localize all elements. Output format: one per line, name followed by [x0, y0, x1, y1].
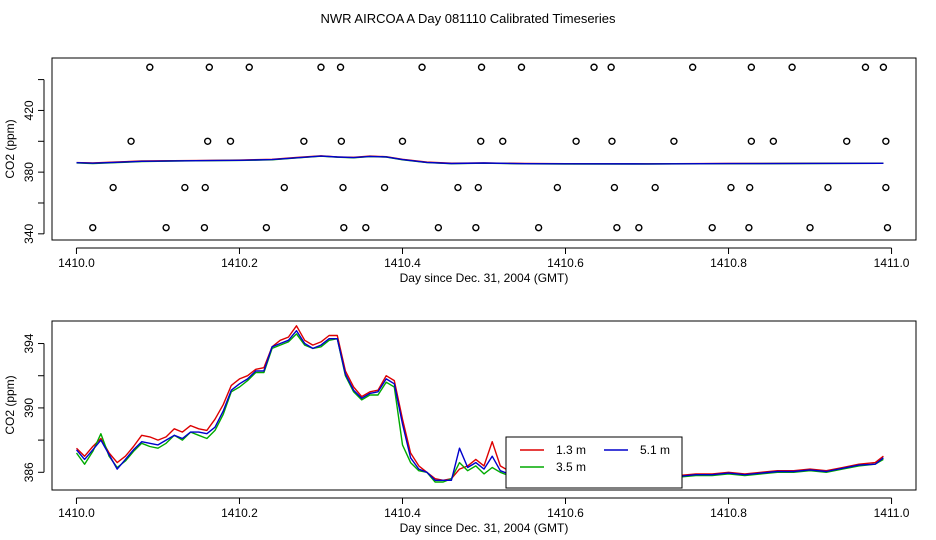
data-point: [280, 183, 289, 192]
x-axis-label: Day since Dec. 31, 2004 (GMT): [400, 271, 569, 285]
panel-top: 1410.0 1410.2 1410.4 1410.6 1410.8 1411.0 Day …: [3, 57, 917, 285]
data-point: [226, 137, 235, 145]
data-point: [89, 223, 97, 232]
data-point: [882, 137, 890, 145]
data-point: [745, 223, 753, 232]
series-line-h1: [76, 325, 884, 481]
data-point: [806, 223, 814, 232]
data-point: [824, 183, 832, 192]
data-point: [635, 223, 643, 232]
y-axis-label: CO2 (ppm): [3, 119, 17, 178]
legend-label: 1.3 m: [556, 443, 586, 457]
data-point: [262, 223, 271, 232]
data-point: [434, 223, 443, 232]
data-point: [127, 137, 135, 145]
data-point: [337, 137, 346, 145]
y-tick-label: 390: [22, 398, 36, 418]
data-point: [477, 63, 486, 71]
data-point: [362, 223, 370, 232]
x-tick-label: 1411.0: [874, 256, 910, 270]
x-tick-label: 1410.6: [547, 506, 584, 520]
data-point: [769, 137, 778, 145]
x-tick-label: 1410.4: [384, 506, 421, 520]
data-point: [201, 183, 209, 192]
chart-title: NWR AIRCOA A Day 081110 Calibrated Times…: [320, 11, 616, 26]
data-point: [610, 183, 619, 192]
data-point: [788, 63, 796, 71]
data-point: [746, 183, 754, 192]
data-point: [205, 63, 214, 71]
data-point: [747, 137, 756, 145]
data-point: [607, 63, 615, 71]
y-tick-label: 386: [22, 462, 36, 482]
y-axis-label: CO2 (ppm): [3, 375, 17, 434]
y-tick-label: 340: [22, 223, 36, 243]
legend-box: [505, 436, 683, 489]
x-tick-label: 1410.6: [547, 256, 584, 270]
data-point: [146, 63, 154, 71]
data-point: [245, 63, 253, 71]
data-point: [336, 63, 345, 71]
data-point: [418, 63, 426, 71]
plot-frame: [51, 320, 917, 491]
data-point: [553, 183, 562, 192]
data-point: [688, 63, 697, 71]
data-point: [651, 183, 659, 192]
series-line-h2: [75, 333, 884, 483]
data-point: [670, 137, 678, 145]
data-point: [340, 223, 348, 232]
y-tick-label: 420: [22, 100, 36, 120]
data-point: [109, 183, 117, 192]
data-point: [339, 183, 347, 192]
data-point: [162, 223, 170, 232]
x-tick-label: 1410.0: [58, 506, 95, 520]
data-point: [474, 183, 482, 192]
x-tick-label: 1410.8: [710, 506, 747, 520]
series-line-h3: [76, 155, 884, 165]
data-point: [861, 63, 870, 71]
x-tick-label: 1410.2: [221, 506, 258, 520]
legend-label: 3.5 m: [556, 460, 586, 474]
data-point: [472, 223, 480, 232]
data-point: [317, 63, 325, 71]
x-tick-label: 1410.2: [221, 256, 258, 270]
data-point: [883, 223, 892, 232]
x-tick-label: 1411.0: [874, 506, 910, 520]
x-tick-label: 1410.0: [58, 256, 95, 270]
data-point: [572, 137, 580, 145]
x-tick-label: 1410.8: [710, 256, 747, 270]
data-point: [608, 137, 616, 145]
data-point: [181, 183, 189, 192]
data-point: [499, 137, 507, 145]
plot-frame: [51, 57, 917, 241]
x-tick-label: 1410.4: [384, 256, 421, 270]
y-tick-label: 380: [22, 162, 36, 182]
series-line-h3: [75, 330, 884, 482]
data-point: [708, 223, 716, 232]
data-point: [590, 63, 598, 71]
data-point: [727, 183, 735, 192]
panel-bottom: 1410.0 1410.2 1410.4 1410.6 1410.8 1411.0 Day …: [3, 320, 917, 535]
x-axis-label: Day since Dec. 31, 2004 (GMT): [400, 521, 569, 535]
data-point: [534, 223, 543, 232]
data-point: [477, 137, 485, 145]
data-point: [454, 183, 462, 192]
y-tick-label: 394: [22, 333, 36, 353]
data-point: [200, 223, 209, 232]
data-point: [300, 137, 308, 145]
data-point: [879, 63, 888, 71]
data-point: [398, 137, 407, 145]
legend: 1.3 m 5.1 m 3.5 m: [505, 436, 683, 489]
legend-label: 5.1 m: [640, 443, 670, 457]
data-point: [843, 137, 851, 145]
data-point: [882, 183, 890, 192]
data-point: [747, 63, 756, 71]
data-point: [613, 223, 621, 232]
data-point: [380, 183, 389, 192]
data-point: [203, 137, 212, 145]
data-point: [517, 63, 526, 71]
